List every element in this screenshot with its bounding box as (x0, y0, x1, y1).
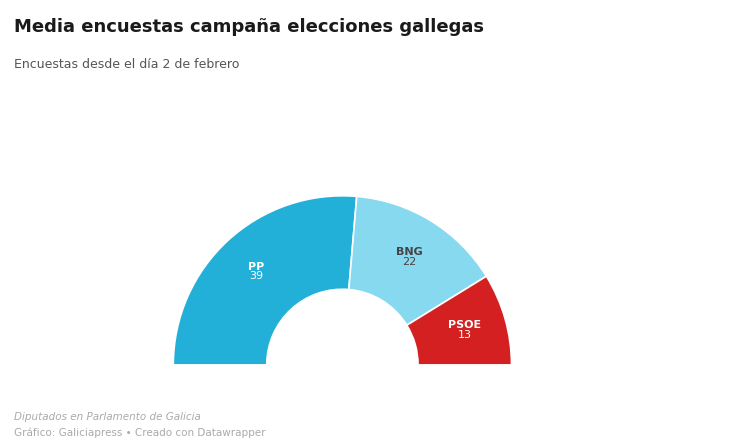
Text: BNG: BNG (395, 247, 423, 257)
Wedge shape (407, 276, 512, 365)
Wedge shape (349, 196, 486, 325)
Text: Gráfico: Galiciapress • Creado con Datawrapper: Gráfico: Galiciapress • Creado con Dataw… (14, 427, 265, 438)
Text: PP: PP (249, 262, 265, 271)
Text: 22: 22 (401, 257, 416, 267)
Text: 13: 13 (457, 330, 472, 340)
Text: Media encuestas campaña elecciones gallegas: Media encuestas campaña elecciones galle… (14, 18, 484, 36)
Wedge shape (173, 196, 357, 365)
Text: Diputados en Parlamento de Galicia: Diputados en Parlamento de Galicia (14, 412, 200, 421)
Text: Encuestas desde el día 2 de febrero: Encuestas desde el día 2 de febrero (14, 58, 239, 71)
Text: 39: 39 (249, 271, 264, 281)
Text: PSOE: PSOE (448, 320, 481, 331)
